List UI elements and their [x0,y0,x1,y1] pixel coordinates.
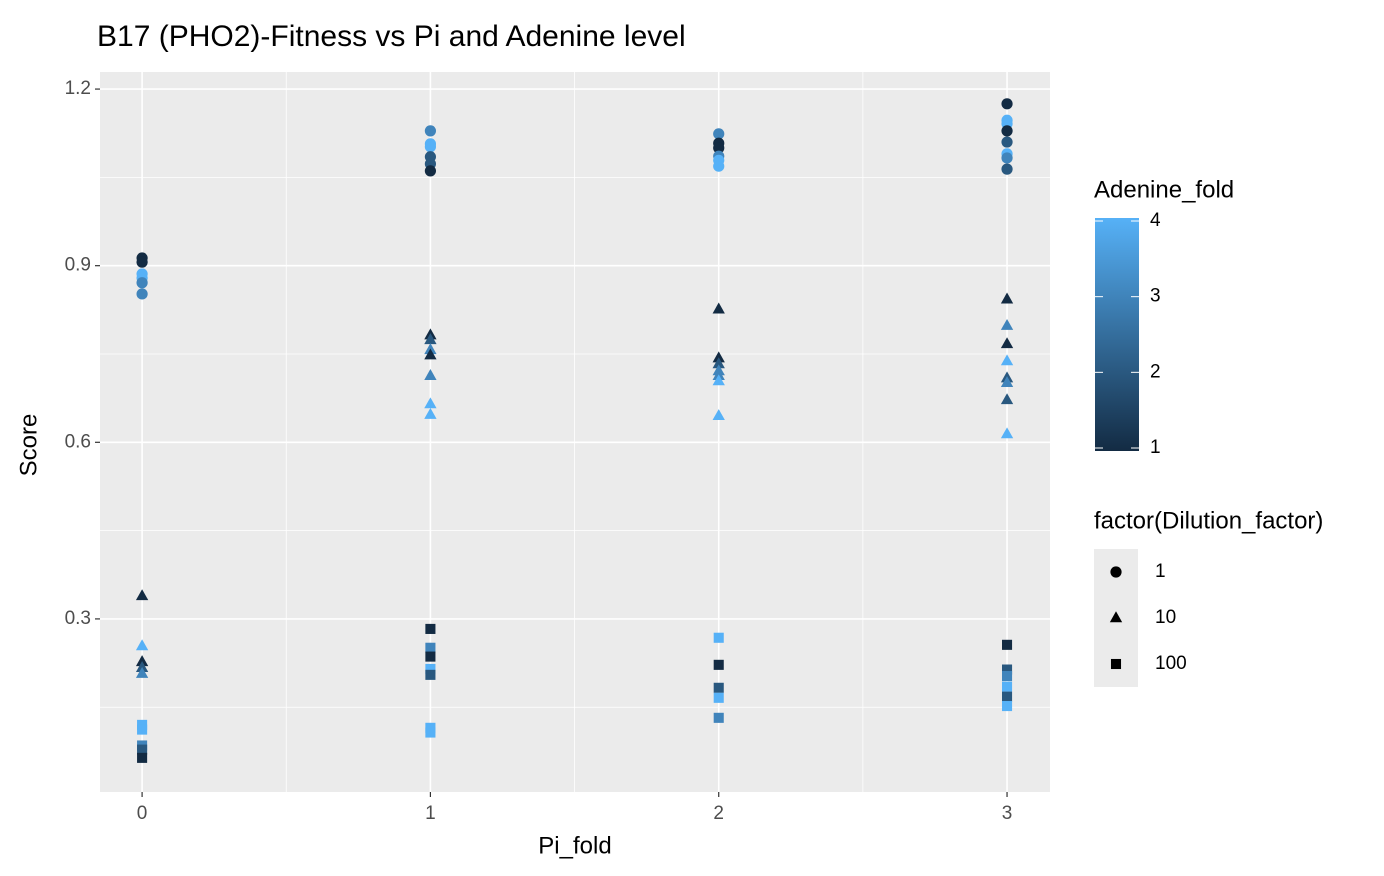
point [1001,125,1013,137]
y-tick-label: 1.2 [65,78,91,99]
x-tick-label: 1 [425,803,436,824]
point [135,639,149,651]
legend-symbol [1109,611,1123,623]
point [1001,152,1013,164]
point [137,744,148,755]
point [1002,691,1013,702]
y-axis-title: Score [15,414,42,477]
point [1000,292,1014,304]
legend-label: 10 [1155,607,1176,628]
point [424,348,437,360]
point [1000,354,1014,366]
point [713,682,724,693]
point [425,651,436,662]
point [135,655,149,667]
point [424,333,437,345]
x-axis-title: Pi_fold [538,832,611,859]
point [1001,163,1013,175]
x-tick-label: 3 [1002,803,1013,824]
color-legend-label: 1 [1150,437,1161,458]
point [425,669,436,680]
color-legend-title: Adenine_fold [1094,176,1234,203]
point [1000,319,1014,330]
point [425,642,436,653]
shape-legend-title: factor(Dilution_factor) [1094,507,1323,534]
point [713,659,724,670]
point [712,374,725,386]
point [713,128,725,140]
point [713,692,724,703]
point [1002,701,1013,712]
point [1002,664,1013,675]
point [712,302,725,314]
point [424,369,437,380]
point [1000,376,1014,388]
point [424,407,437,419]
legend-label: 1 [1155,561,1166,582]
point [712,357,725,369]
plot-panel [100,72,1050,792]
point [136,277,148,289]
y-tick-label: 0.6 [65,431,91,452]
point [424,165,437,177]
x-tick-label: 0 [137,803,148,824]
point [1001,98,1013,110]
point [713,712,724,723]
point [1001,136,1013,148]
legend-symbol [1110,658,1122,670]
point [712,351,725,363]
point [135,661,149,672]
x-tick-label: 2 [713,803,724,824]
point [424,141,437,153]
point [135,589,149,601]
point [425,623,436,634]
point [1002,639,1013,650]
point [1000,393,1014,405]
point [713,142,725,154]
point [425,663,436,674]
point [713,632,724,643]
point [424,397,437,409]
point [137,724,148,735]
point [136,256,148,268]
color-legend-label: 4 [1150,210,1161,231]
point [712,409,725,421]
point [713,160,725,172]
color-legend-label: 2 [1150,361,1161,382]
point [1000,337,1014,349]
chart-title: B17 (PHO2)-Fitness vs Pi and Adenine lev… [97,20,686,53]
legend-label: 100 [1155,653,1187,674]
point [424,125,437,137]
y-tick-label: 0.3 [65,608,91,629]
point [1000,427,1014,439]
point [136,288,148,300]
point [137,752,148,763]
point [425,727,436,738]
point [1002,670,1013,682]
point [1002,681,1013,692]
point [135,666,149,678]
y-tick-label: 0.9 [65,255,91,276]
legend-symbol [1110,566,1122,578]
color-bar [1095,218,1139,451]
color-legend-label: 3 [1150,286,1161,307]
